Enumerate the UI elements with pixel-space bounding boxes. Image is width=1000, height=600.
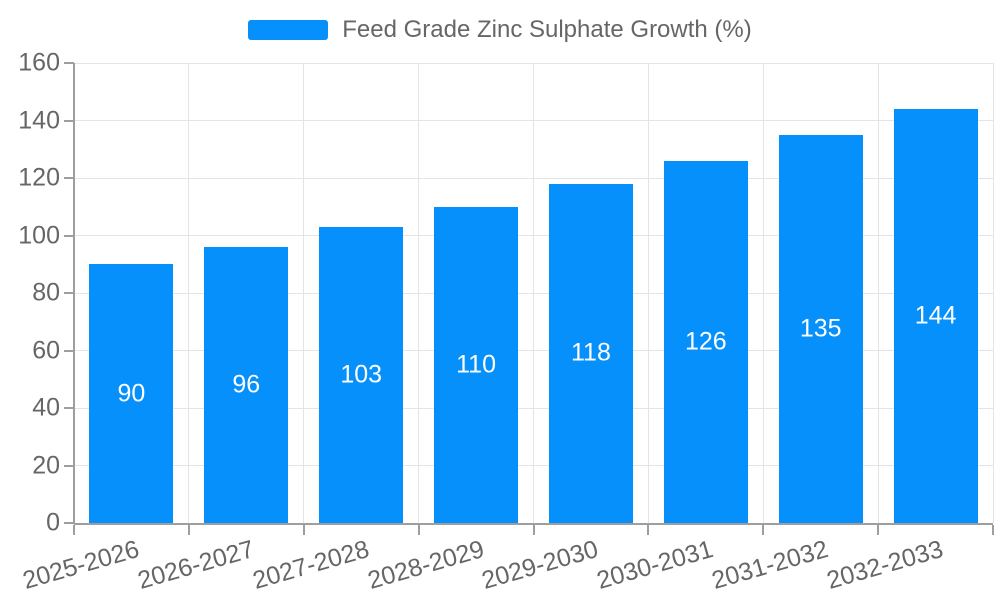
gridline-vertical bbox=[533, 63, 534, 523]
x-tick-label: 2025-2026 bbox=[19, 535, 143, 595]
y-axis-tick bbox=[64, 119, 74, 122]
bar-value-label: 118 bbox=[571, 338, 611, 367]
gridline-vertical bbox=[992, 63, 994, 523]
x-tick-label: 2029-2030 bbox=[479, 535, 602, 595]
x-tick-label: 2027-2028 bbox=[249, 535, 372, 595]
x-axis-tick bbox=[73, 525, 75, 535]
bar[interactable] bbox=[204, 247, 289, 523]
bar-value-label: 144 bbox=[914, 301, 957, 330]
x-axis-tick bbox=[647, 525, 650, 535]
x-axis-tick bbox=[762, 525, 765, 535]
bar-value-label: 110 bbox=[456, 350, 496, 379]
bar[interactable] bbox=[89, 264, 174, 523]
y-tick-label: 40 bbox=[32, 393, 60, 422]
gridline-vertical bbox=[647, 63, 649, 523]
x-axis-tick bbox=[302, 525, 305, 535]
x-axis-tick bbox=[532, 525, 535, 535]
y-axis-tick bbox=[64, 407, 74, 409]
bar-value-label: 90 bbox=[117, 379, 146, 408]
y-tick-label: 0 bbox=[46, 508, 60, 537]
x-axis-tick bbox=[417, 525, 420, 535]
y-axis-tick bbox=[64, 349, 74, 352]
gridline-vertical bbox=[418, 63, 420, 523]
bar-value-label: 135 bbox=[799, 314, 842, 343]
x-tick-label: 2032-2033 bbox=[823, 535, 947, 595]
bar[interactable] bbox=[319, 226, 404, 523]
y-tick-label: 20 bbox=[32, 451, 60, 479]
y-tick-label: 140 bbox=[18, 106, 60, 134]
bar-value-label: 126 bbox=[684, 327, 727, 356]
x-axis-line bbox=[74, 523, 993, 525]
y-axis-tick bbox=[64, 234, 74, 237]
x-tick-label: 2026-2027 bbox=[134, 535, 258, 595]
bar[interactable] bbox=[663, 160, 748, 523]
y-axis-tick bbox=[64, 464, 74, 467]
gridline-vertical bbox=[188, 63, 190, 523]
bar[interactable] bbox=[893, 109, 978, 523]
bar[interactable] bbox=[778, 134, 863, 523]
y-axis-line bbox=[73, 63, 75, 523]
y-tick-label: 80 bbox=[32, 278, 60, 307]
x-axis-tick bbox=[187, 525, 190, 535]
legend-swatch bbox=[248, 20, 329, 40]
y-tick-label: 100 bbox=[18, 221, 60, 249]
y-tick-label: 160 bbox=[18, 48, 60, 77]
gridline-vertical bbox=[877, 63, 879, 523]
legend-label: Feed Grade Zinc Sulphate Growth (%) bbox=[342, 16, 752, 43]
bar[interactable] bbox=[434, 206, 519, 523]
y-axis-tick bbox=[64, 177, 74, 179]
x-axis-tick bbox=[877, 525, 880, 535]
y-axis-tick bbox=[64, 62, 74, 64]
gridline-vertical bbox=[303, 63, 305, 523]
y-tick-label: 120 bbox=[18, 163, 60, 192]
gridline-vertical bbox=[762, 63, 764, 523]
bar[interactable] bbox=[548, 183, 633, 523]
x-tick-label: 2030-2031 bbox=[593, 535, 717, 595]
bar-value-label: 96 bbox=[232, 370, 261, 399]
y-axis-tick bbox=[64, 522, 74, 524]
x-tick-label: 2028-2029 bbox=[364, 535, 487, 595]
x-tick-label: 2031-2032 bbox=[708, 535, 832, 595]
bar-value-label: 103 bbox=[340, 360, 383, 389]
chart-legend[interactable]: Feed Grade Zinc Sulphate Growth (%) bbox=[0, 18, 1000, 42]
y-tick-label: 60 bbox=[32, 336, 60, 364]
y-axis-tick bbox=[64, 292, 74, 294]
x-axis-tick bbox=[992, 525, 994, 535]
